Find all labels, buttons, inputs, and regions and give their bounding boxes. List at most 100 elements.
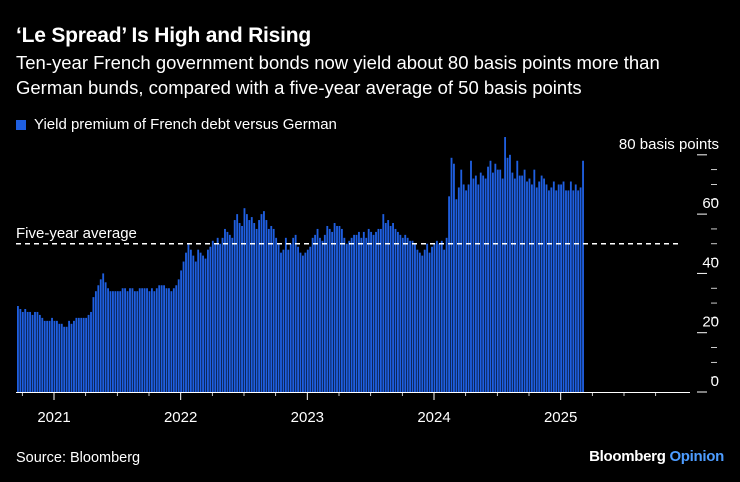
- bar: [338, 225, 341, 392]
- bar: [345, 243, 348, 392]
- brand-main: Bloomberg: [589, 448, 666, 465]
- bar: [238, 223, 241, 392]
- bar: [245, 214, 248, 392]
- bar: [175, 285, 178, 392]
- bar: [148, 291, 151, 392]
- bar: [477, 184, 480, 392]
- bar: [579, 187, 582, 392]
- bar: [526, 181, 528, 392]
- bar: [340, 228, 343, 392]
- bar: [36, 311, 39, 392]
- bar: [155, 288, 158, 392]
- bar: [392, 223, 394, 392]
- bar: [133, 291, 136, 392]
- bar: [34, 311, 36, 392]
- bar: [124, 288, 127, 392]
- bar: [270, 225, 273, 392]
- chart-subtitle: Ten-year French government bonds now yie…: [16, 52, 660, 98]
- bar: [569, 181, 572, 392]
- bar: [533, 169, 536, 392]
- bar: [358, 231, 360, 392]
- bar: [360, 237, 363, 392]
- bar: [435, 240, 438, 392]
- bar: [323, 234, 326, 392]
- bar: [194, 261, 197, 392]
- bar: [409, 240, 412, 392]
- bar: [355, 234, 358, 392]
- bar: [574, 184, 577, 392]
- bar: [284, 237, 287, 392]
- bar: [70, 323, 73, 392]
- bar: [331, 231, 334, 392]
- bar: [289, 243, 292, 392]
- bar: [258, 220, 260, 392]
- bar: [557, 184, 560, 392]
- y-tick-label: 0: [711, 373, 719, 390]
- bar: [136, 291, 139, 392]
- bar: [555, 190, 558, 392]
- bar: [499, 169, 502, 392]
- bar: [65, 326, 68, 392]
- bar: [146, 288, 148, 392]
- bar: [199, 252, 202, 392]
- bar: [319, 237, 321, 392]
- bar: [470, 160, 472, 392]
- bar: [150, 288, 153, 392]
- bar: [114, 291, 117, 392]
- bar: [326, 225, 329, 392]
- bar: [426, 243, 429, 392]
- bar: [528, 178, 531, 392]
- bar: [219, 243, 222, 392]
- bar: [513, 178, 516, 392]
- bar: [440, 240, 443, 392]
- bar: [367, 228, 370, 392]
- bar: [394, 228, 397, 392]
- bar: [311, 237, 314, 392]
- bar: [438, 243, 441, 392]
- bar: [418, 252, 421, 392]
- bar: [462, 184, 465, 392]
- bar: [29, 311, 32, 392]
- bar: [58, 323, 61, 392]
- bar: [294, 234, 297, 392]
- bar: [53, 320, 56, 392]
- brand-accent: Opinion: [669, 448, 724, 465]
- bar: [389, 225, 392, 392]
- bar: [26, 311, 29, 392]
- bar: [379, 228, 382, 392]
- bar: [170, 291, 173, 392]
- bar: [491, 172, 494, 392]
- bar: [109, 291, 112, 392]
- bar: [401, 237, 404, 392]
- bar: [80, 317, 83, 392]
- bar: [523, 169, 526, 392]
- bar: [94, 291, 97, 392]
- bar: [172, 288, 175, 392]
- bar: [306, 249, 309, 392]
- bar: [282, 249, 285, 392]
- bar: [535, 187, 538, 392]
- bar: [60, 323, 63, 392]
- bar: [516, 160, 519, 392]
- bar: [177, 279, 180, 392]
- bar: [565, 190, 567, 392]
- bar: [411, 240, 414, 392]
- y-axis: 0 20 40 60 80 basis points: [619, 136, 719, 393]
- bars-group: [17, 137, 584, 392]
- bar: [126, 291, 129, 392]
- bar: [77, 317, 80, 392]
- bar: [404, 234, 407, 392]
- bar: [82, 317, 85, 392]
- bar: [168, 288, 170, 392]
- bar: [48, 320, 51, 392]
- bar: [387, 220, 390, 392]
- bar: [333, 223, 336, 392]
- bar: [489, 160, 492, 392]
- bar: [548, 190, 550, 392]
- bar: [433, 243, 436, 392]
- x-tick-label: 2023: [291, 409, 324, 426]
- annotations: Five-year average: [16, 225, 681, 245]
- bar: [112, 291, 114, 392]
- bar: [460, 169, 463, 392]
